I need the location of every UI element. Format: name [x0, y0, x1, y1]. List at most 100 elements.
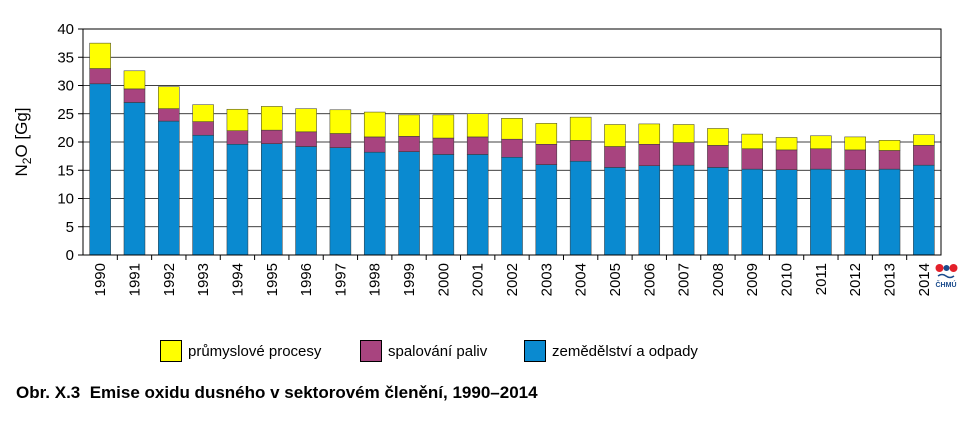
- bar-segment: [295, 108, 317, 133]
- bar-segment: [672, 164, 695, 256]
- logo-wave: [937, 273, 955, 279]
- bar-segment: [123, 102, 146, 256]
- bar-segment: [329, 133, 352, 148]
- bar-segment: [363, 136, 386, 153]
- legend-swatch: [360, 340, 382, 362]
- bar-segment: [123, 70, 146, 90]
- x-tick-label: 2004: [573, 263, 590, 296]
- bar-segment: [158, 108, 180, 122]
- bar-segment: [261, 129, 283, 144]
- bar-segment: [501, 138, 523, 158]
- bar-segment: [878, 140, 901, 151]
- x-tick-label: 2007: [676, 263, 693, 296]
- bar-segment: [398, 136, 420, 152]
- y-tick-label: 5: [66, 219, 74, 236]
- y-axis-title: N2O [Gg]: [12, 107, 34, 176]
- bar-segment: [226, 108, 249, 131]
- bar-segment: [638, 123, 661, 145]
- bar-segment: [192, 134, 214, 256]
- bar-segment: [913, 164, 935, 256]
- legend-label: zemědělství a odpady: [552, 342, 698, 360]
- legend: průmyslové procesy spalování paliv zeměděl…: [160, 338, 860, 364]
- x-tick-label: 2010: [779, 263, 796, 296]
- bar-segment: [192, 104, 214, 122]
- legend-item: spalování paliv: [360, 338, 487, 364]
- x-tick-label: 2003: [538, 263, 555, 296]
- bar-segment: [741, 133, 763, 150]
- bar-segment: [569, 160, 592, 256]
- y-tick-label: 30: [57, 78, 74, 95]
- x-tick-label: 2001: [470, 263, 487, 296]
- y-tick-labels: 0 5 10 15 20 25 30 35 40: [57, 21, 74, 264]
- bar-segment: [466, 113, 489, 138]
- legend-swatch: [524, 340, 546, 362]
- bar-segment: [604, 124, 626, 147]
- bar-segment: [775, 149, 798, 170]
- bar-segment: [226, 130, 249, 145]
- bar-segment: [913, 134, 935, 146]
- bar-segment: [535, 164, 558, 256]
- bar-segment: [707, 128, 729, 146]
- bar-segment: [535, 144, 558, 165]
- bar-segment: [432, 114, 455, 139]
- x-tick-label: 2002: [504, 263, 521, 296]
- bar-segment: [569, 116, 592, 141]
- bar-segment: [466, 154, 489, 256]
- x-tick-label: 2005: [607, 263, 624, 296]
- bar-segment: [707, 167, 729, 256]
- bar-segment: [535, 123, 558, 145]
- x-tick-label: 1999: [401, 263, 418, 296]
- plot-frame: [82, 28, 942, 256]
- bar-segment: [604, 146, 626, 168]
- x-tick-label: 1991: [126, 263, 143, 296]
- axes: [78, 28, 942, 260]
- y-tick-label: 20: [57, 134, 74, 151]
- legend-item: zemědělství a odpady: [524, 338, 698, 364]
- bar-segment: [775, 169, 798, 256]
- bar-segment: [466, 136, 489, 155]
- bar-segment: [638, 144, 661, 166]
- bars: [89, 42, 935, 256]
- bar-segment: [569, 140, 592, 162]
- bar-segment: [672, 124, 695, 143]
- bar-segment: [810, 168, 832, 256]
- bar-segment: [432, 154, 455, 256]
- bar-segment: [844, 169, 866, 256]
- bar-segment: [844, 136, 866, 151]
- logo-dot-mid: [943, 265, 950, 271]
- bar-segment: [913, 145, 935, 166]
- x-tick-label: 1998: [367, 263, 384, 296]
- bar-segment: [158, 120, 180, 256]
- bar-segment: [295, 131, 317, 147]
- y-tick-label: 35: [57, 49, 74, 66]
- x-tick-label: 2013: [882, 263, 899, 296]
- y-tick-label: 0: [66, 247, 74, 264]
- x-tick-label: 1997: [332, 263, 349, 296]
- bar-segment: [638, 165, 661, 256]
- bar-segment: [329, 109, 352, 134]
- chmu-logo: ČHMÚ: [935, 264, 958, 289]
- bar-segment: [810, 135, 832, 150]
- bar-segment: [741, 148, 763, 170]
- bar-segment: [432, 137, 455, 155]
- legend-label: průmyslové procesy: [188, 342, 322, 360]
- x-tick-label: 1994: [229, 263, 246, 296]
- bar-segment: [89, 68, 111, 85]
- x-tick-label: 2012: [847, 263, 864, 296]
- x-tick-label: 2009: [744, 263, 761, 296]
- logo-dot-left: [935, 264, 944, 272]
- bar-segment: [261, 106, 283, 131]
- x-tick-label: 1995: [264, 263, 281, 296]
- bar-segment: [501, 118, 523, 140]
- bar-segment: [398, 151, 420, 256]
- x-tick-label: 2011: [813, 263, 830, 295]
- legend-item: průmyslové procesy: [160, 338, 321, 364]
- x-tick-label: 1990: [92, 263, 109, 296]
- x-tick-labels: 1990 1991 1992 1993 1994 1995 1996 1997 1998 1999…: [92, 263, 933, 296]
- bar-segment: [810, 148, 832, 170]
- bar-segment: [707, 145, 729, 168]
- bar-segment: [844, 149, 866, 170]
- x-tick-label: 2006: [641, 263, 658, 296]
- bar-segment: [604, 167, 626, 256]
